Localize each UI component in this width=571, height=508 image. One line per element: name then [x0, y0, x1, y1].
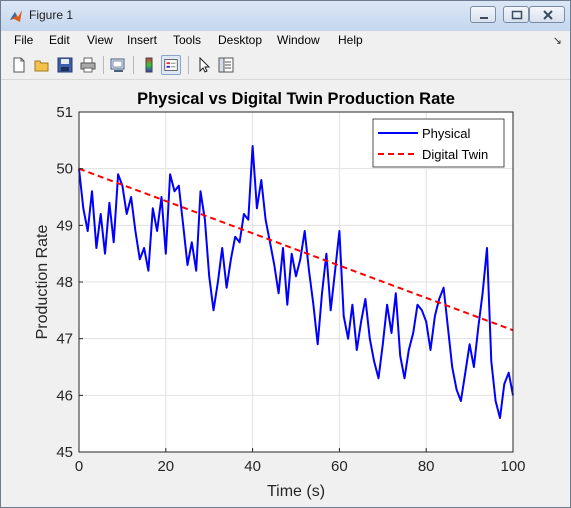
series-line-digital-twin[interactable] [78, 167, 514, 332]
series-line-physical[interactable] [78, 145, 514, 419]
x-tick-label: 0 [75, 458, 83, 475]
window-title: Figure 1 [29, 8, 74, 22]
legend-label-physical: Physical [422, 126, 471, 141]
y-tick-label: 48 [56, 274, 73, 291]
menu-tools[interactable]: Tools [173, 33, 202, 47]
menu-file[interactable]: File [14, 33, 34, 47]
legend-label-digital-twin: Digital Twin [422, 147, 488, 162]
title-bar[interactable]: Figure 1 [1, 1, 570, 31]
legend[interactable]: Physical Digital Twin [372, 118, 505, 168]
menu-bar: File Edit View Insert Tools Desktop Wind… [1, 31, 570, 51]
menu-window[interactable]: Window [277, 33, 320, 47]
menu-view[interactable]: View [87, 33, 113, 47]
x-tick-label: 40 [244, 458, 261, 475]
menu-desktop[interactable]: Desktop [218, 33, 263, 47]
legend-box [372, 118, 505, 168]
y-axis-label: Production Rate [34, 225, 51, 340]
legend-icon[interactable] [161, 55, 181, 75]
y-tick-label: 45 [56, 444, 73, 461]
toolbar-separator [133, 56, 134, 74]
ticks: 0 20 40 60 80 100 45 46 47 48 49 50 51 [56, 104, 525, 475]
y-tick-label: 47 [56, 331, 73, 348]
chart-title: Physical vs Digital Twin Production Rate [137, 90, 455, 108]
close-button[interactable] [529, 6, 565, 23]
colorbar-icon[interactable] [139, 55, 159, 75]
property-inspector-icon[interactable] [216, 55, 236, 75]
maximize-icon [511, 10, 523, 20]
x-tick-label: 60 [331, 458, 348, 475]
dock-arrow-icon[interactable]: ↘ [552, 35, 562, 47]
save-icon[interactable] [55, 55, 75, 75]
new-figure-icon[interactable] [9, 55, 29, 75]
chart: 0 20 40 60 80 100 45 46 47 48 49 50 51 Physical vs D… [34, 90, 526, 500]
y-tick-label: 50 [56, 161, 73, 178]
series-layer [78, 145, 514, 419]
x-axis-label: Time (s) [267, 483, 325, 500]
x-tick-label: 80 [418, 458, 435, 475]
pointer-icon[interactable] [194, 55, 214, 75]
link-plot-icon[interactable] [108, 55, 128, 75]
x-tick-label: 20 [157, 458, 174, 475]
toolbar-separator [188, 56, 189, 74]
menu-insert[interactable]: Insert [127, 33, 158, 47]
print-icon[interactable] [78, 55, 98, 75]
open-file-icon[interactable] [32, 55, 52, 75]
toolbar [1, 51, 570, 80]
close-icon [543, 10, 553, 20]
menu-help[interactable]: Help [338, 33, 363, 47]
y-tick-label: 51 [56, 104, 73, 121]
minimize-icon [480, 17, 488, 19]
x-tick-label: 100 [500, 458, 525, 475]
maximize-button[interactable] [503, 6, 529, 23]
toolbar-separator [103, 56, 104, 74]
matlab-logo-icon [10, 10, 22, 22]
minimize-button[interactable] [470, 6, 496, 23]
menu-edit[interactable]: Edit [49, 33, 70, 47]
y-tick-label: 46 [56, 387, 73, 404]
y-tick-label: 49 [56, 217, 73, 234]
